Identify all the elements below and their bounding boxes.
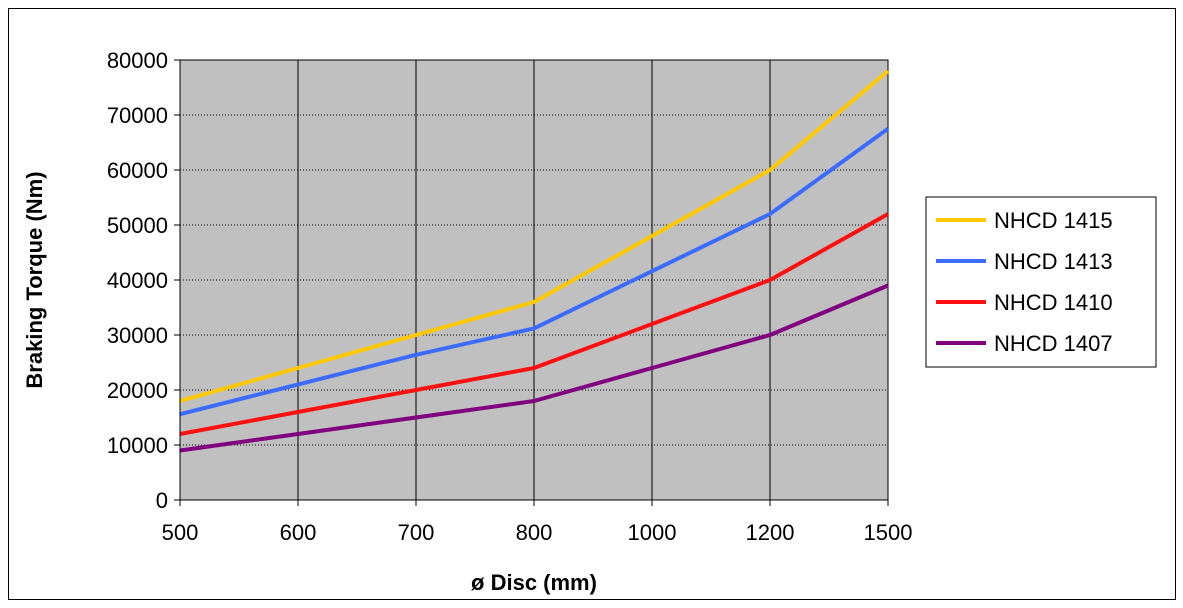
- series-line-nhcd-1407: [179, 283, 889, 453]
- x-tick-label: 1200: [746, 520, 795, 545]
- grid: [180, 60, 888, 500]
- legend: NHCD 1415 NHCD 1413 NHCD 1410 NHCD 1407: [925, 196, 1157, 368]
- x-tick-label: 700: [398, 520, 435, 545]
- legend-label: NHCD 1413: [994, 249, 1113, 274]
- axes: 0 10000 20000 30000 40000 50000 60000 70000 8000…: [107, 48, 913, 545]
- x-axis-title: ø Disc (mm): [471, 570, 597, 595]
- y-tick-label: 50000: [107, 213, 168, 238]
- series-line-nhcd-1415: [179, 69, 890, 403]
- series-lines: [179, 69, 890, 453]
- y-tick-label: 40000: [107, 268, 168, 293]
- x-tick-label: 800: [516, 520, 553, 545]
- y-tick-label: 60000: [107, 158, 168, 183]
- y-tick-label: 0: [156, 488, 168, 513]
- x-tick-label: 1500: [864, 520, 913, 545]
- x-tick-label: 500: [162, 520, 199, 545]
- series-line-nhcd-1413: [179, 127, 890, 417]
- y-tick-label: 20000: [107, 378, 168, 403]
- y-tick-label: 70000: [107, 103, 168, 128]
- x-tick-label: 1000: [628, 520, 677, 545]
- y-tick-label: 30000: [107, 323, 168, 348]
- legend-label: NHCD 1410: [994, 290, 1113, 315]
- series-line-nhcd-1410: [179, 212, 889, 436]
- y-tick-label: 10000: [107, 433, 168, 458]
- y-axis-title: Braking Torque (Nm): [22, 171, 47, 388]
- x-tick-label: 600: [280, 520, 317, 545]
- y-tick-label: 80000: [107, 48, 168, 73]
- legend-label: NHCD 1407: [994, 331, 1113, 356]
- legend-box: [925, 196, 1157, 368]
- legend-label: NHCD 1415: [994, 208, 1113, 233]
